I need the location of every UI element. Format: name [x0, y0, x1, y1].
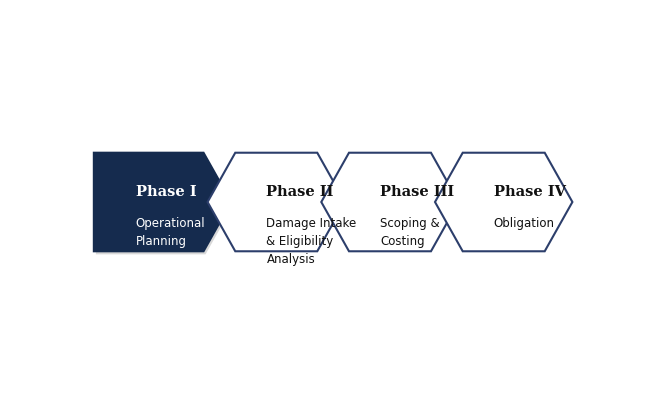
Text: Operational
Planning: Operational Planning [136, 217, 205, 248]
Text: Phase I: Phase I [136, 185, 196, 199]
Text: Scoping &
Costing: Scoping & Costing [380, 217, 440, 248]
Polygon shape [207, 153, 345, 251]
Text: Damage Intake
& Eligibility
Analysis: Damage Intake & Eligibility Analysis [266, 217, 357, 266]
Polygon shape [321, 153, 459, 251]
Text: Obligation: Obligation [494, 217, 555, 230]
Text: Phase IV: Phase IV [494, 185, 566, 199]
Text: Phase III: Phase III [380, 185, 454, 199]
Polygon shape [435, 153, 573, 251]
Polygon shape [96, 156, 233, 254]
Polygon shape [94, 153, 231, 251]
Text: Phase II: Phase II [266, 185, 334, 199]
